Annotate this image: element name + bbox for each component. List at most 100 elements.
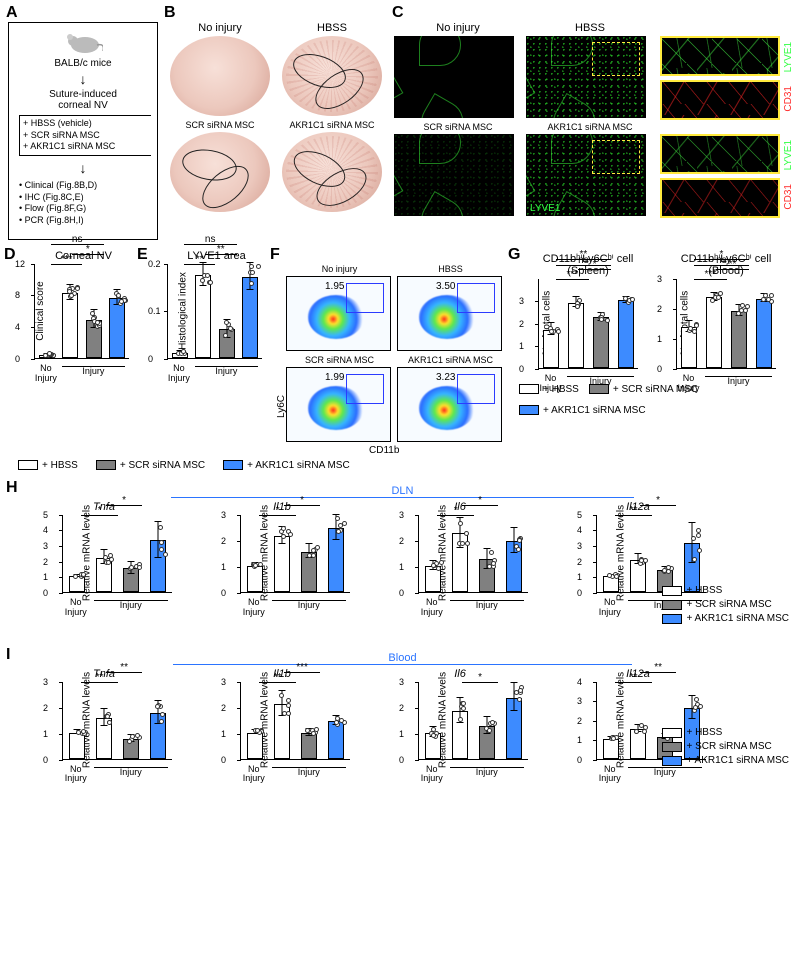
y-tick: 0 <box>399 755 404 765</box>
y-tick: 0 <box>43 755 48 765</box>
ihc-no-injury: No injury <box>394 22 522 118</box>
significance: ** <box>184 256 216 265</box>
panel-d: D Corneal NVClinical score04812****nsNo … <box>8 250 133 384</box>
bar <box>328 721 344 759</box>
significance: ns <box>694 257 750 266</box>
bar <box>630 560 646 592</box>
legend-akr: + AKR1C1 siRNA MSC <box>662 755 789 766</box>
x-label-injury: Injury <box>268 765 351 785</box>
x-label-injury: Injury <box>58 364 129 384</box>
zoom-column: LYVE1 CD31 LYVE1 CD31 <box>660 36 780 218</box>
significance: ** <box>106 664 143 673</box>
legend-hbss: + HBSS <box>662 727 789 738</box>
legend-scr: + SCR siRNA MSC <box>589 384 698 395</box>
zoom-label-cd31: CD31 <box>783 86 794 112</box>
y-tick: 3 <box>399 677 404 687</box>
y-tick: 1 <box>221 729 226 739</box>
bar <box>425 566 441 592</box>
bar <box>69 576 85 592</box>
y-tick: 2 <box>221 703 226 713</box>
significance: * <box>462 674 499 683</box>
significance: ns <box>556 257 612 266</box>
chart-title: Il6 <box>392 668 528 680</box>
y-tick: 3 <box>519 296 524 306</box>
flow-2: SCR siRNA MSC1.99 <box>286 355 393 442</box>
y-tick: 3 <box>657 274 662 284</box>
y-tick: 2 <box>577 716 582 726</box>
bar <box>425 733 441 759</box>
output-ihc: • IHC (Fig.8C,E) <box>19 192 151 204</box>
y-tick: 0 <box>577 588 582 598</box>
y-tick: 3 <box>221 510 226 520</box>
ihc-akr: AKR1C1 siRNA MSCLYVE1 <box>526 122 654 216</box>
panel-label-f: F <box>270 246 280 264</box>
significance: *** <box>284 664 321 673</box>
y-tick: 2 <box>519 319 524 329</box>
flow-title: AKR1C1 siRNA MSC <box>397 355 504 365</box>
panel-f: F No injury1.95HBSS3.50SCR siRNA MSC1.99… <box>274 250 504 442</box>
y-tick: 0 <box>148 354 153 364</box>
bar <box>506 698 522 759</box>
y-tick: 0 <box>399 588 404 598</box>
y-tick: 1 <box>43 729 48 739</box>
legend-i: + HBSS + SCR siRNA MSC + AKR1C1 siRNA MS… <box>662 727 789 766</box>
lyve1-label: LYVE1 <box>530 203 560 214</box>
y-tick: 3 <box>577 696 582 706</box>
y-tick: 2 <box>657 304 662 314</box>
x-label-no-injury: No Injury <box>34 364 58 384</box>
y-tick: 4 <box>577 677 582 687</box>
y-tick: 2 <box>399 703 404 713</box>
y-tick: 0 <box>577 755 582 765</box>
bar <box>96 558 112 592</box>
bar <box>123 739 139 759</box>
panel-g: G CD11bʰⁱLy6Cʰⁱ cell (Spleen)% of total … <box>512 250 797 394</box>
significance: * <box>640 497 677 506</box>
bar <box>618 300 634 368</box>
significance: ** <box>81 674 118 683</box>
y-tick: 5 <box>577 510 582 520</box>
y-tick: 5 <box>43 510 48 520</box>
y-tick: 1 <box>577 735 582 745</box>
bar <box>328 528 344 592</box>
output-pcr: • PCR (Fig.8H,I) <box>19 215 151 227</box>
flow-percentage: 1.99 <box>325 372 344 383</box>
bar <box>172 353 188 358</box>
zoom-label-lyve: LYVE1 <box>783 42 794 72</box>
zoom-akr-cd31: CD31 <box>660 178 780 218</box>
zoom-label-lyve: LYVE1 <box>783 140 794 170</box>
significance: ** <box>205 246 237 255</box>
flow-0: No injury1.95 <box>286 264 393 351</box>
scheme-mouse-label: BALB/c mice <box>15 58 151 69</box>
bar <box>301 733 317 759</box>
legend-hbss: + HBSS <box>519 384 579 395</box>
bar <box>274 704 290 759</box>
panel-label-i: I <box>6 646 10 664</box>
cornea-hbss: HBSS <box>278 22 386 116</box>
y-tick: 1 <box>399 729 404 739</box>
bar <box>242 277 258 358</box>
bar <box>603 739 619 759</box>
bar <box>39 355 55 357</box>
significance: *** <box>694 271 727 280</box>
legend-akr: + AKR1C1 siRNA MSC <box>662 613 789 624</box>
ihc-hbss: HBSS <box>526 22 654 118</box>
significance: * <box>259 507 296 516</box>
y-tick: 0 <box>221 755 226 765</box>
bar <box>219 329 235 358</box>
flow-title: No injury <box>286 264 393 274</box>
bar <box>109 298 125 358</box>
flow-percentage: 3.50 <box>436 281 455 292</box>
bar <box>62 293 78 358</box>
significance: *** <box>51 256 83 265</box>
bar <box>506 541 522 592</box>
legend-scr: + SCR siRNA MSC <box>662 599 789 610</box>
bar <box>123 568 139 591</box>
y-tick: 2 <box>43 703 48 713</box>
y-tick: 1 <box>399 562 404 572</box>
significance: ** <box>259 674 296 683</box>
output-flow: • Flow (Fig.8F,G) <box>19 203 151 215</box>
panel-label-c: C <box>392 4 404 22</box>
significance: * <box>284 497 321 506</box>
legend-akr: + AKR1C1 siRNA MSC <box>223 460 350 471</box>
significance: ** <box>615 674 652 683</box>
